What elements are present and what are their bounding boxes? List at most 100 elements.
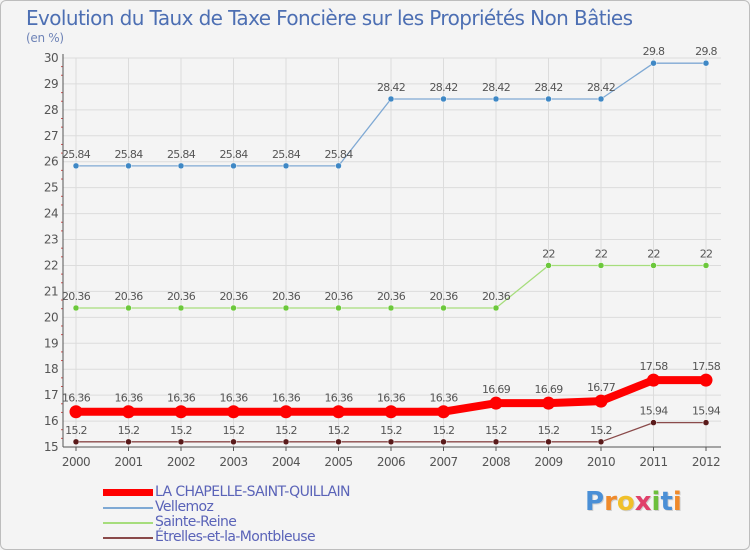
y-tick-label: 15: [44, 440, 58, 454]
data-label: 20.36: [272, 290, 301, 303]
data-point: [542, 396, 555, 410]
data-point: [279, 405, 293, 419]
data-label: 15.2: [170, 424, 192, 437]
data-point: [492, 95, 500, 103]
data-label: 20.36: [167, 290, 196, 303]
data-label: 15.2: [328, 424, 350, 437]
data-label: 25.84: [220, 148, 249, 161]
x-tick-label: 2012: [692, 455, 720, 469]
data-label: 28.42: [535, 81, 563, 94]
data-point: [545, 95, 552, 103]
x-tick-label: 2010: [587, 455, 615, 469]
data-label: 15.2: [485, 424, 507, 437]
data-point: [230, 304, 237, 312]
x-tick-label: 2006: [377, 455, 405, 469]
chart-legend: LA CHAPELLE-SAINT-QUILLAIN Vellemoz Sainte…: [103, 485, 350, 545]
data-label: 28.42: [482, 81, 510, 94]
data-label: 16.36: [430, 392, 459, 405]
data-label: 15.2: [433, 424, 455, 437]
data-label: 28.42: [377, 81, 405, 94]
x-tick-label: 2007: [429, 455, 457, 469]
data-point: [545, 438, 552, 446]
data-label: 15.2: [590, 424, 612, 437]
data-point: [702, 419, 710, 426]
logo-letter: x: [634, 487, 652, 517]
data-point: [437, 405, 450, 419]
legend-item: Étrelles-et-la-Montbleuse: [103, 530, 350, 545]
data-point: [492, 438, 500, 446]
data-label: 25.84: [325, 148, 354, 161]
logo-letter: i: [651, 487, 661, 517]
data-label: 15.2: [223, 424, 245, 437]
data-label: 15.94: [640, 405, 669, 418]
data-label: 22: [700, 247, 713, 260]
y-axis-unit-label: (en %): [26, 31, 64, 45]
y-tick-label: 25: [44, 181, 58, 195]
data-label: 29.8: [643, 45, 665, 58]
data-point: [122, 405, 135, 419]
data-label: 22: [595, 247, 608, 260]
data-label: 16.36: [115, 392, 144, 405]
data-point: [597, 95, 605, 103]
data-point: [492, 304, 500, 312]
legend-label: Sainte-Reine: [155, 514, 237, 530]
data-point: [594, 394, 608, 408]
data-label: 20.36: [115, 290, 144, 303]
x-tick-label: 2003: [219, 455, 247, 469]
data-point: [597, 262, 605, 269]
data-point: [125, 304, 132, 312]
data-label: 25.84: [272, 148, 301, 161]
data-point: [702, 262, 710, 269]
legend-label: Vellemoz: [155, 499, 214, 515]
x-tick-label: 2004: [272, 455, 300, 469]
y-tick-label: 21: [44, 284, 58, 298]
data-label: 15.94: [692, 405, 721, 418]
data-point: [387, 304, 395, 312]
data-label: 16.36: [220, 392, 249, 405]
data-point: [72, 438, 80, 446]
data-label: 22: [647, 247, 660, 260]
data-point: [545, 262, 552, 269]
legend-item: Vellemoz: [103, 500, 350, 515]
data-label: 20.36: [62, 290, 91, 303]
data-label: 16.36: [62, 392, 91, 405]
data-point: [282, 304, 290, 312]
legend-label: Étrelles-et-la-Montbleuse: [155, 529, 316, 545]
logo-letter: t: [660, 487, 673, 517]
data-point: [440, 304, 447, 312]
data-label: 20.36: [220, 290, 249, 303]
x-tick-label: 2002: [167, 455, 195, 469]
data-point: [177, 304, 185, 312]
legend-item: Sainte-Reine: [103, 515, 350, 530]
data-point: [335, 438, 342, 446]
data-point: [230, 162, 237, 170]
data-point: [650, 262, 657, 269]
data-label: 20.36: [482, 290, 511, 303]
data-point: [647, 373, 660, 387]
data-label: 16.36: [167, 392, 196, 405]
data-point: [332, 405, 345, 419]
data-label: 17.58: [640, 360, 669, 373]
y-tick-label: 30: [44, 51, 58, 65]
y-tick-label: 16: [44, 414, 58, 428]
y-tick-label: 24: [44, 207, 58, 221]
data-point: [72, 162, 80, 170]
data-point: [440, 95, 447, 103]
y-tick-label: 28: [44, 103, 58, 117]
data-label: 22: [542, 247, 555, 260]
data-point: [489, 396, 503, 410]
legend-swatch: [103, 536, 153, 539]
data-label: 20.36: [430, 290, 459, 303]
data-point: [282, 438, 290, 446]
data-label: 20.36: [325, 290, 354, 303]
data-point: [335, 162, 342, 170]
legend-label: LA CHAPELLE-SAINT-QUILLAIN: [155, 484, 350, 500]
x-tick-label: 2000: [62, 455, 90, 469]
data-point: [702, 59, 710, 67]
data-point: [72, 304, 80, 312]
logo-letter: i: [672, 487, 682, 517]
data-label: 28.42: [430, 81, 458, 94]
data-point: [230, 438, 237, 446]
legend-swatch: [103, 521, 153, 524]
